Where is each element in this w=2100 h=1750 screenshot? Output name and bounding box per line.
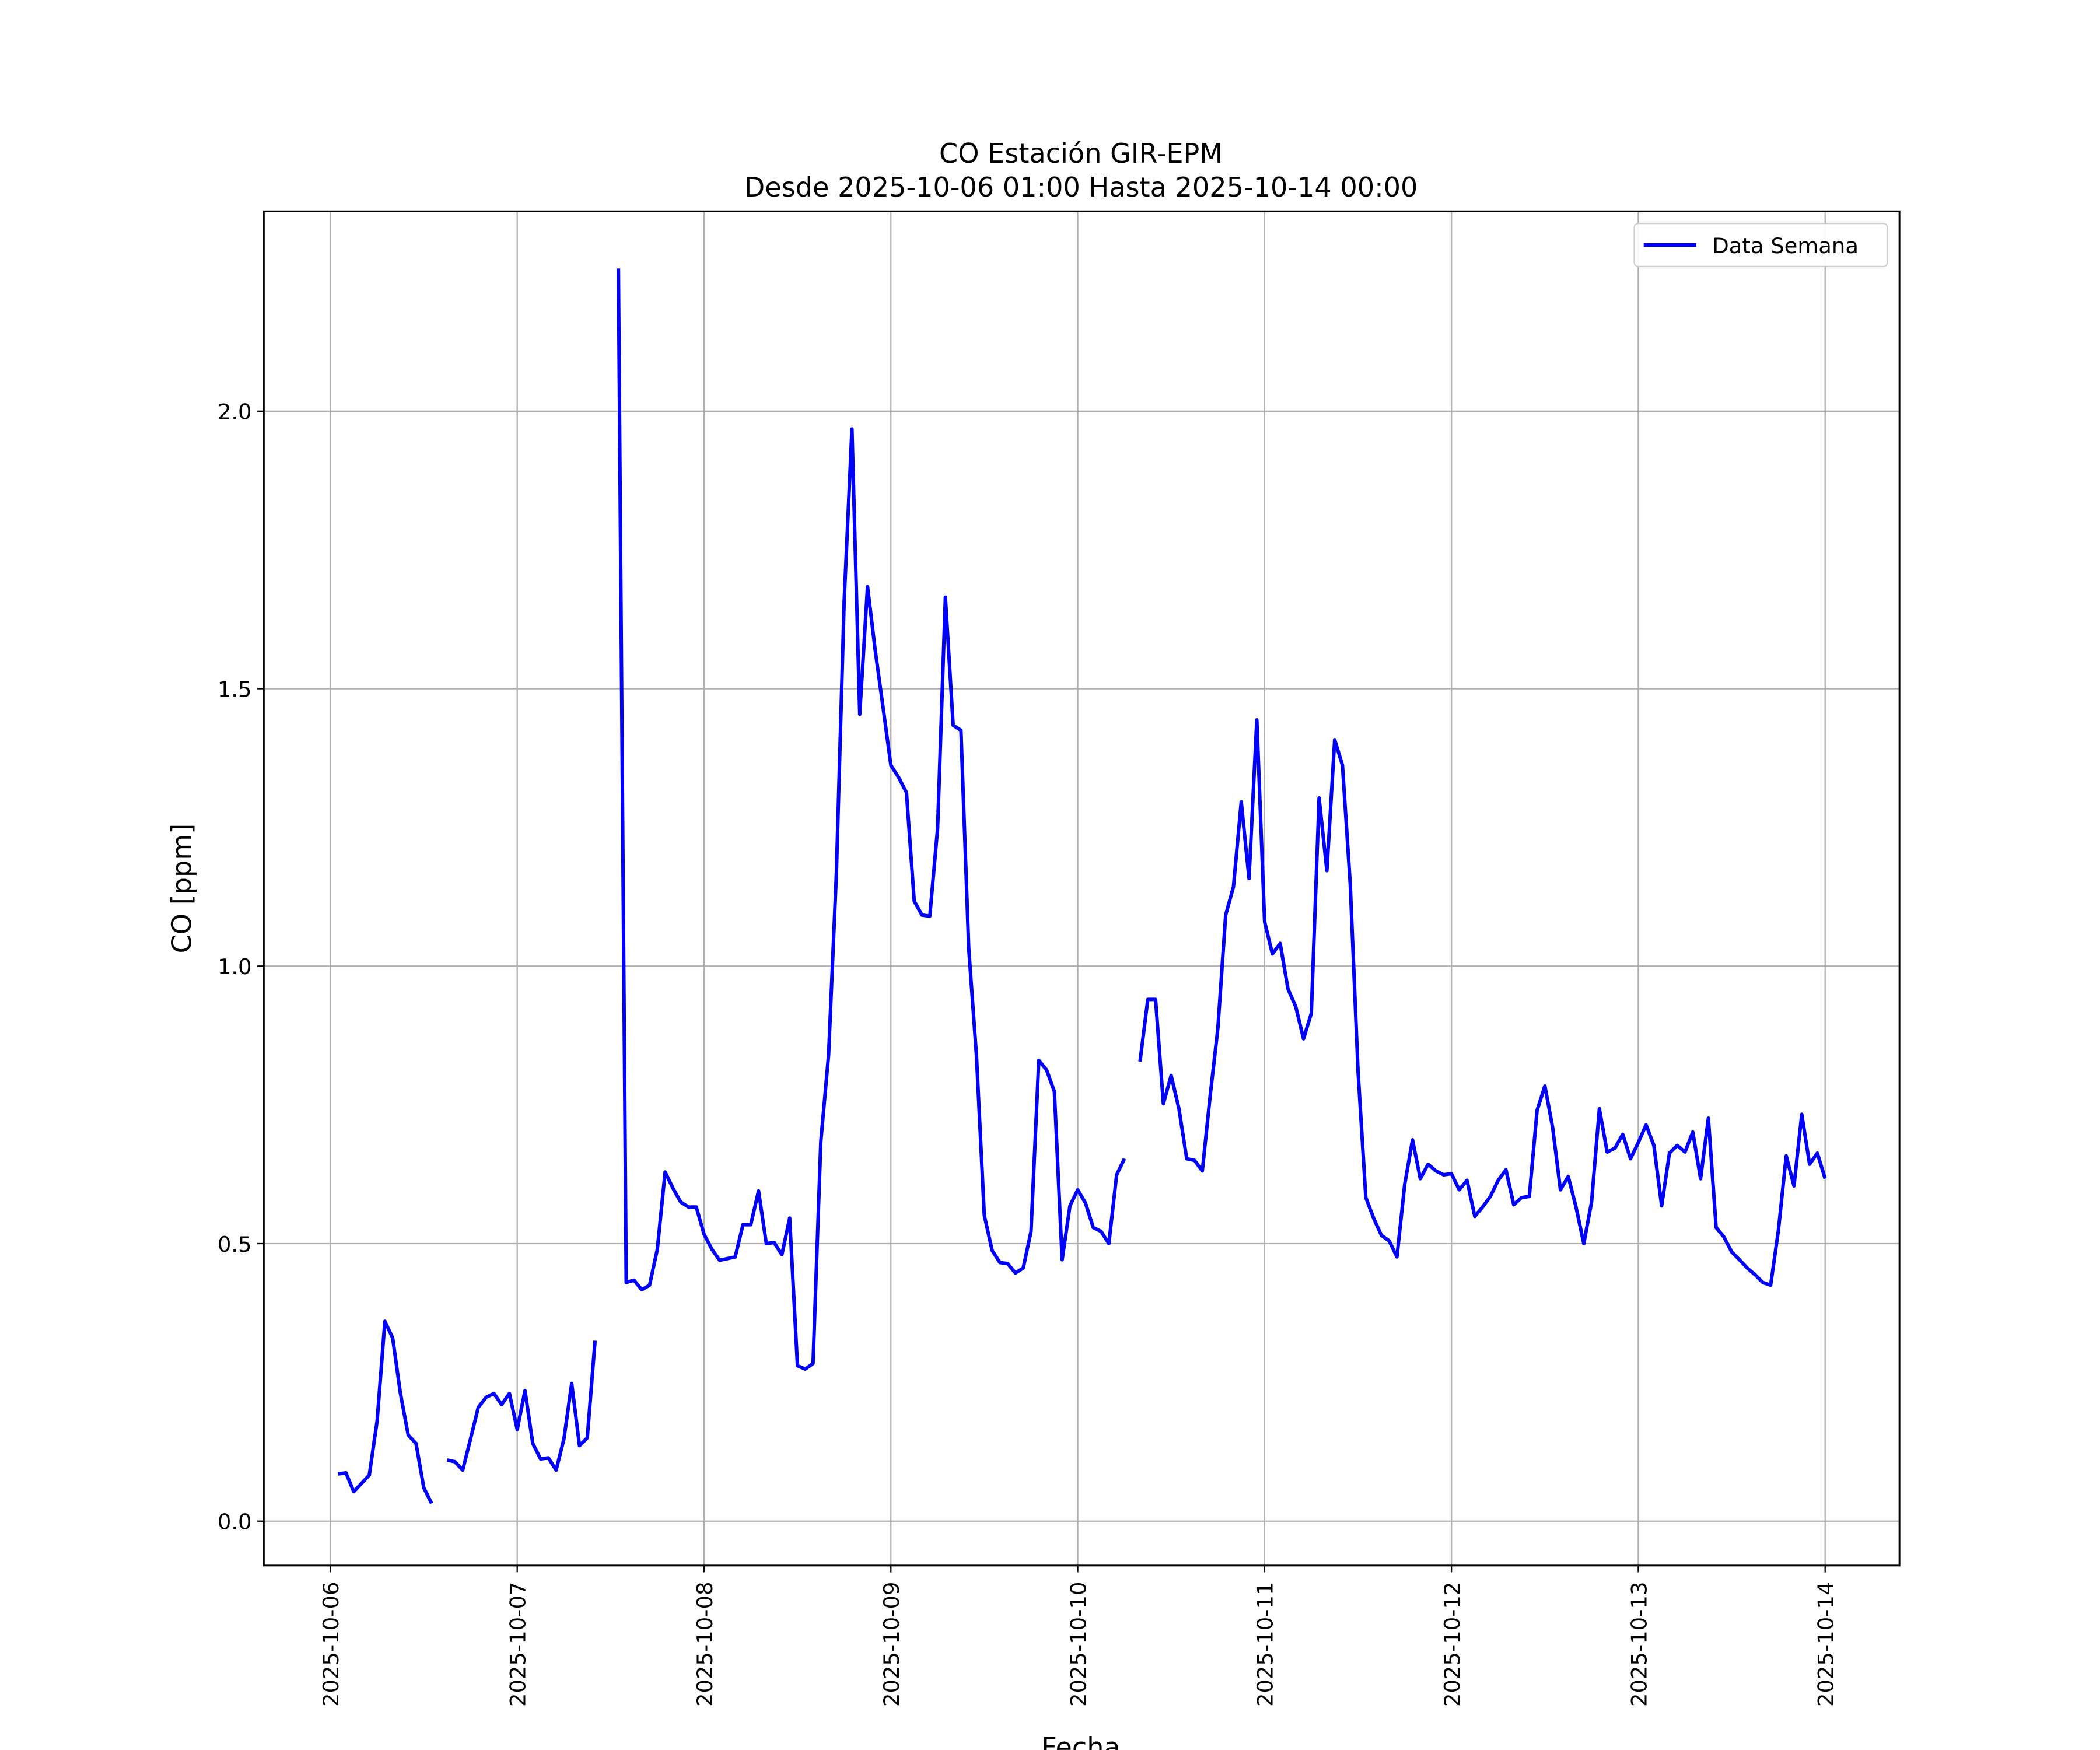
y-tick-label: 2.0 — [218, 400, 252, 425]
x-tick-label: 2025-10-10 — [1066, 1582, 1091, 1707]
y-tick-label: 1.0 — [218, 954, 252, 979]
x-tick-label: 2025-10-13 — [1626, 1582, 1651, 1707]
x-tick-label: 2025-10-07 — [506, 1582, 531, 1707]
x-tick-label: 2025-10-06 — [318, 1582, 344, 1707]
chart-title: CO Estación GIR-EPM — [939, 138, 1223, 169]
x-tick-label: 2025-10-14 — [1814, 1582, 1839, 1707]
x-axis-label: Fecha — [1041, 1732, 1120, 1750]
legend-box — [1633, 222, 1888, 268]
x-tick-label: 2025-10-12 — [1440, 1582, 1465, 1707]
legend-label: Data Semana — [1712, 233, 1859, 258]
y-tick-label: 1.5 — [218, 677, 252, 702]
axes-frame — [262, 210, 1901, 1567]
legend: Data Semana — [1633, 222, 1888, 268]
chart-subtitle: Desde 2025-10-06 01:00 Hasta 2025-10-14 … — [744, 172, 1418, 203]
x-tick-label: 2025-10-11 — [1253, 1582, 1278, 1707]
x-tick-label: 2025-10-08 — [692, 1582, 718, 1707]
data-line — [338, 268, 1827, 1504]
x-tick-label: 2025-10-09 — [879, 1582, 904, 1707]
y-tick-label: 0.5 — [218, 1232, 252, 1257]
y-axis-label: CO [ppm] — [166, 824, 198, 954]
plot-area — [338, 268, 1827, 1504]
y-tick-label: 0.0 — [218, 1510, 252, 1535]
